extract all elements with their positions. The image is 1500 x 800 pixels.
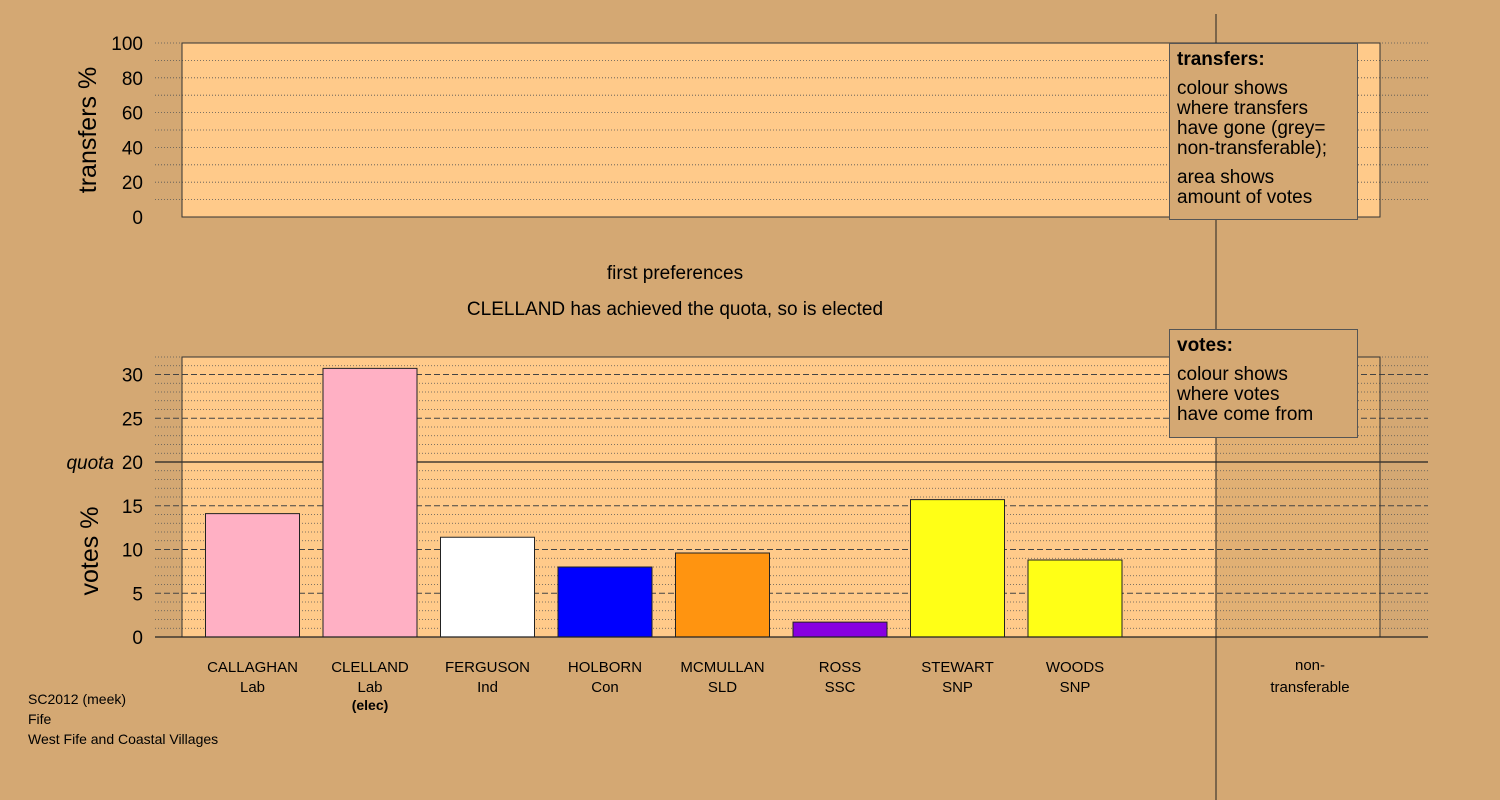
transfers-legend-line: where transfers bbox=[1177, 98, 1308, 119]
candidate-party-label: SNP bbox=[1060, 679, 1091, 696]
bar-holborn bbox=[557, 566, 653, 638]
transfers-y-axis-label: transfers % bbox=[74, 67, 102, 193]
votes-y-tick-label: 30 bbox=[122, 366, 143, 387]
candidate-name-label: CALLAGHAN bbox=[207, 659, 298, 676]
candidate-party-label: Lab bbox=[357, 679, 382, 696]
candidate-party-label: SLD bbox=[708, 679, 737, 696]
chart-title: first preferences bbox=[607, 263, 743, 284]
nontransferable-label: non- bbox=[1295, 657, 1325, 674]
footer-line: Fife bbox=[28, 711, 52, 727]
transfers-y-tick-label: 20 bbox=[122, 173, 143, 194]
votes-y-tick-label: 25 bbox=[122, 409, 143, 430]
transfers-plot-frame bbox=[181, 42, 1381, 218]
transfers-legend-title: transfers: bbox=[1177, 49, 1265, 70]
bar-stewart bbox=[910, 499, 1005, 638]
candidate-name-label: MCMULLAN bbox=[680, 659, 764, 676]
candidate-name-label: ROSS bbox=[819, 659, 862, 676]
candidate-name-label: WOODS bbox=[1046, 659, 1104, 676]
candidate-name-label: STEWART bbox=[921, 659, 994, 676]
bar-ferguson bbox=[440, 536, 535, 638]
chart-subtitle: CLELLAND has achieved the quota, so is e… bbox=[467, 299, 883, 320]
votes-legend-line: where votes bbox=[1177, 384, 1280, 405]
transfers-y-tick-label: 80 bbox=[122, 69, 143, 90]
bar-woods bbox=[1027, 559, 1123, 638]
transfers-legend: transfers: colour shows where transfers … bbox=[1169, 43, 1358, 220]
transfers-legend-line: non-transferable); bbox=[1177, 138, 1327, 159]
votes-legend-line: have come from bbox=[1177, 404, 1314, 425]
transfers-legend-line: amount of votes bbox=[1177, 187, 1313, 208]
footer-caption: SC2012 (meek) Fife West Fife and Coastal… bbox=[28, 689, 218, 749]
transfers-legend-text: colour shows where transfers have gone (… bbox=[1177, 79, 1350, 159]
transfers-y-tick-label: 40 bbox=[122, 138, 143, 159]
votes-y-tick-label: 15 bbox=[122, 497, 143, 518]
transfers-legend-text-2: area shows amount of votes bbox=[1177, 168, 1350, 208]
candidate-name-label: FERGUSON bbox=[445, 659, 530, 676]
votes-y-tick-label: 5 bbox=[132, 584, 143, 605]
candidate-party-label: Con bbox=[591, 679, 619, 696]
votes-legend-line: colour shows bbox=[1177, 364, 1288, 385]
footer-line: West Fife and Coastal Villages bbox=[28, 731, 219, 747]
transfers-y-tick-label: 60 bbox=[122, 104, 143, 125]
votes-y-tick-label: 0 bbox=[132, 628, 143, 649]
votes-y-tick-label: 10 bbox=[122, 541, 143, 562]
bar-clelland bbox=[322, 367, 418, 638]
transfers-legend-line: have gone (grey= bbox=[1177, 118, 1326, 139]
votes-legend-title: votes: bbox=[1177, 335, 1233, 356]
candidate-party-label: SSC bbox=[825, 679, 856, 696]
votes-y-axis-label: votes % bbox=[76, 507, 104, 596]
candidate-party-label: Ind bbox=[477, 679, 498, 696]
transfers-legend-line: area shows bbox=[1177, 167, 1275, 188]
transfers-y-tick-label: 100 bbox=[111, 34, 143, 55]
candidate-party-label: Lab bbox=[240, 679, 265, 696]
candidate-name-label: CLELLAND bbox=[331, 659, 409, 676]
transfers-legend-line: colour shows bbox=[1177, 78, 1288, 99]
quota-label: quota bbox=[66, 453, 114, 474]
footer-line: SC2012 (meek) bbox=[28, 691, 127, 707]
bar-callaghan bbox=[205, 513, 300, 638]
candidate-party-label: SNP bbox=[942, 679, 973, 696]
candidate-name-label: HOLBORN bbox=[568, 659, 642, 676]
elected-marker-label: (elec) bbox=[352, 697, 389, 713]
bar-ross bbox=[792, 621, 888, 638]
votes-legend: votes: colour shows where votes have com… bbox=[1169, 329, 1358, 438]
votes-y-tick-label: 20 bbox=[122, 453, 143, 474]
nontransferable-label: transferable bbox=[1270, 679, 1349, 696]
bar-mcmullan bbox=[675, 552, 770, 638]
transfers-y-tick-label: 0 bbox=[132, 208, 143, 229]
